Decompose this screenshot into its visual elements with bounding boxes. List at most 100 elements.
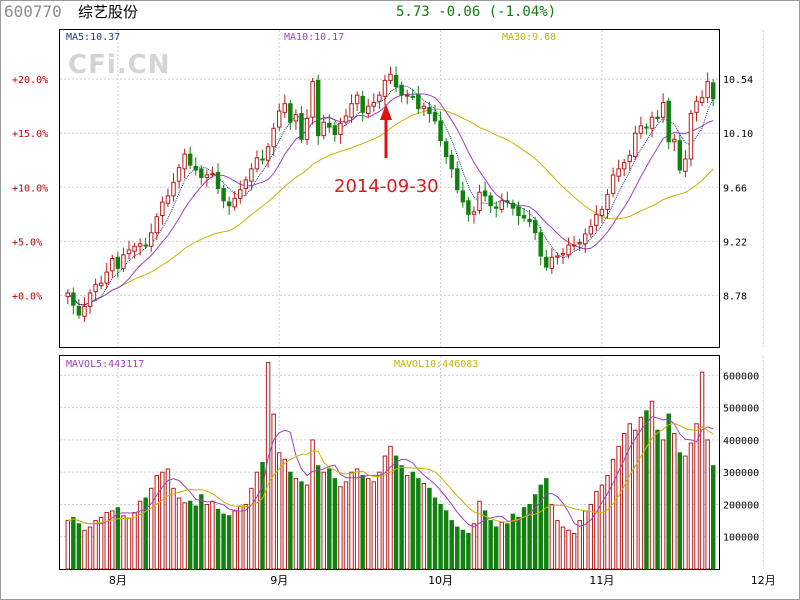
candle (655, 109, 660, 123)
candle (455, 161, 460, 194)
price-quote: 5.73 -0.06 (-1.04%) (396, 4, 557, 20)
x-tick-label: 8月 (109, 574, 127, 587)
stock-code: 600770 (4, 2, 62, 21)
candle (672, 133, 677, 152)
candle (215, 163, 221, 195)
volume-bar (288, 471, 293, 570)
volume-bar (165, 468, 171, 570)
candle (666, 97, 671, 150)
candle (143, 237, 148, 249)
volume-bar (493, 526, 499, 570)
volume-bar (482, 510, 488, 570)
volume-bar (560, 526, 566, 570)
volume-bar (666, 413, 671, 570)
volume-bar (110, 510, 115, 570)
candle (388, 66, 393, 85)
volume-bar (171, 487, 176, 570)
candle (488, 192, 493, 214)
volume-bar (527, 503, 532, 570)
ma10-label: MA10:10.17 (284, 32, 345, 43)
left-tick-label: +20.0% (12, 75, 48, 86)
volume-bar (282, 458, 288, 570)
volume-bar (126, 517, 132, 570)
volume-bar (193, 505, 198, 570)
candle (605, 189, 610, 219)
candle (182, 148, 187, 179)
volume-bar (421, 482, 427, 570)
candle (544, 249, 549, 271)
volume-bar (327, 468, 332, 570)
left-tick-label: +0.0% (12, 291, 42, 302)
candle (354, 91, 360, 112)
candle (82, 297, 87, 322)
ma30-line (67, 108, 714, 306)
candle (377, 91, 382, 109)
volume-bar (137, 500, 143, 570)
ma10-line (67, 93, 714, 306)
candle (594, 205, 599, 231)
volume-bar (443, 510, 449, 570)
volume-bar (477, 500, 482, 570)
candle (538, 227, 543, 266)
volume-bar (455, 526, 460, 570)
volume-bar (366, 478, 371, 570)
candle (332, 122, 338, 142)
volume-bar (226, 515, 232, 570)
price-panel (59, 29, 720, 348)
candle (160, 196, 165, 225)
candle (621, 159, 627, 177)
volume-bar (176, 497, 182, 570)
volume-bar (694, 423, 699, 570)
candle (360, 90, 365, 122)
candle (599, 205, 605, 223)
candle (421, 102, 427, 117)
candle (165, 188, 171, 207)
watermark-logo: CFi.CN (68, 50, 171, 80)
volume-tick-label: 300000 (723, 468, 759, 479)
volume-bar (360, 474, 365, 570)
volume-bar (221, 513, 226, 570)
volume-tick-label: 200000 (723, 500, 759, 511)
candle (616, 159, 621, 182)
candle (132, 242, 137, 259)
candle (566, 237, 571, 259)
candle (210, 166, 215, 178)
volume-bar (382, 455, 388, 570)
candle (187, 146, 193, 169)
mavol10-line (67, 422, 714, 525)
candle (660, 93, 666, 123)
candle (699, 90, 705, 107)
volume-bar (555, 520, 560, 570)
volume-bar (93, 520, 98, 570)
volume-bar (499, 521, 505, 570)
volume-bar (121, 515, 126, 570)
candle (98, 275, 104, 290)
volume-bar (404, 474, 410, 570)
candle (315, 74, 321, 145)
x-tick-label: 9月 (270, 574, 288, 587)
volume-bar (271, 413, 276, 570)
candle (349, 94, 354, 123)
volume-bar (644, 410, 649, 570)
candle (327, 114, 332, 133)
volume-bar (310, 439, 315, 570)
date-annotation: 2014-09-30 (334, 176, 439, 197)
mavol5-label: MAVOL5:443117 (66, 359, 145, 370)
volume-tick-label: 100000 (723, 533, 759, 544)
volume-bar (710, 465, 716, 570)
volume-bar (71, 516, 76, 570)
candle (449, 149, 454, 179)
candle (610, 167, 616, 198)
candle (638, 116, 644, 139)
candle (677, 133, 683, 174)
candle (505, 191, 510, 208)
volume-bar (215, 508, 221, 570)
ma5-label: MA5:10.37 (66, 32, 121, 43)
volume-bar (182, 502, 187, 570)
volume-bar (354, 468, 360, 570)
volume-bar (505, 523, 510, 570)
volume-bar (538, 484, 543, 570)
candle (577, 238, 582, 252)
volume-bar (276, 452, 282, 570)
volume-bar (243, 503, 249, 570)
